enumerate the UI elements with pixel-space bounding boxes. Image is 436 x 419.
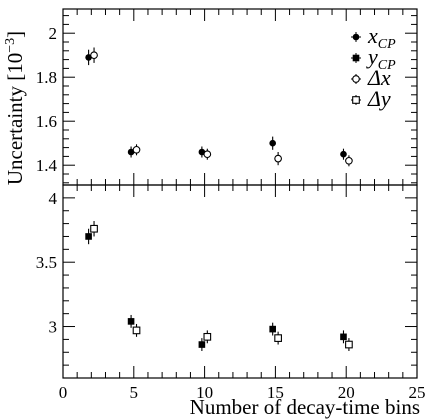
data-point	[90, 224, 98, 233]
legend-marker	[352, 96, 360, 104]
data-point	[203, 150, 212, 159]
y-axis-title: Uncertainty [10−3]	[3, 31, 27, 185]
data-point	[274, 154, 282, 163]
legend-marker	[352, 54, 360, 62]
data-point	[90, 51, 98, 60]
y-tick-label: 1.4	[36, 156, 58, 175]
x-tick-label: 20	[338, 383, 355, 402]
y-tick-label: 2	[49, 24, 58, 43]
y-tick-label: 4	[49, 189, 58, 208]
plot-frame	[62, 184, 418, 379]
legend-label: Δx	[367, 65, 391, 90]
legend-label: yCP	[366, 44, 396, 73]
x-tick-label: 25	[409, 383, 426, 402]
y-tick-label: 1.8	[36, 68, 57, 87]
legend-marker	[352, 75, 360, 83]
data-point	[203, 332, 212, 341]
x-axis-title: Number of decay-time bins	[190, 395, 420, 419]
x-tick-label: 15	[267, 383, 284, 402]
data-point	[132, 145, 141, 154]
data-point	[345, 156, 353, 165]
data-point	[127, 318, 135, 325]
data-point	[345, 340, 353, 349]
data-point	[85, 233, 92, 240]
y-tick-label: 3.5	[36, 253, 57, 272]
bottom-panel: 3 3.5 4 0 5 10 15 20 25	[36, 184, 426, 402]
data-point	[340, 333, 347, 341]
legend-label: Δy	[367, 86, 391, 111]
x-tick-label: 0	[59, 383, 68, 402]
y-tick-label: 3	[49, 318, 58, 337]
legend-marker	[352, 33, 360, 41]
x-tick-label: 10	[196, 383, 213, 402]
data-point	[269, 139, 276, 147]
data-point	[198, 341, 206, 348]
plot-frame	[62, 8, 418, 186]
data-point	[340, 150, 347, 158]
data-point	[132, 326, 141, 335]
x-tick-label: 5	[130, 383, 139, 402]
legend-label: xCP	[367, 23, 396, 52]
data-point	[269, 325, 276, 333]
data-point	[274, 334, 282, 342]
y-tick-label: 1.6	[36, 112, 57, 131]
